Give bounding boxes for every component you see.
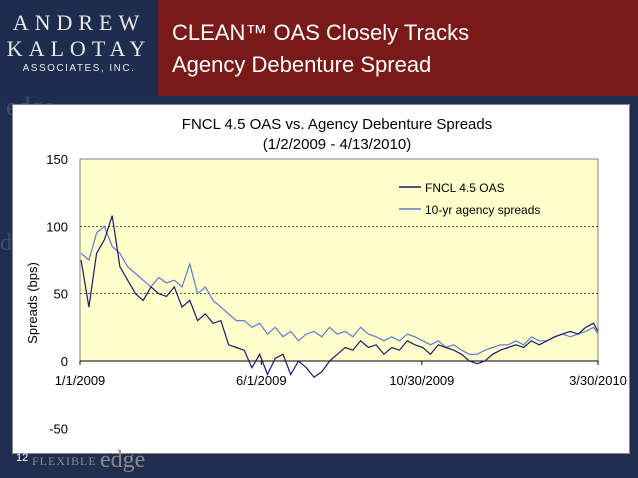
y-tick-label: 100 — [46, 219, 68, 234]
x-tick-label: 3/30/2010 — [569, 373, 627, 388]
y-axis-label: Spreads (bps) — [25, 262, 40, 344]
page-number: 12 — [16, 452, 29, 464]
slide-title-line-2: Agency Debenture Spread — [172, 52, 432, 77]
logo-line-2: KALOTAY — [6, 36, 152, 61]
logo-line-3: ASSOCIATES, INC. — [22, 63, 136, 74]
y-tick-label: 0 — [61, 354, 68, 369]
footer-word: edge — [100, 447, 146, 473]
legend-entry: 10-yr agency spreads — [425, 203, 540, 217]
company-logo: ANDREW KALOTAY ASSOCIATES, INC. — [0, 0, 158, 96]
series-line-agency-spreads — [80, 225, 599, 355]
x-tick-label: 6/1/2009 — [236, 373, 287, 388]
chart-panel: FNCL 4.5 OAS vs. Agency Debenture Spread… — [12, 104, 630, 454]
chart-title: FNCL 4.5 OAS vs. Agency Debenture Spread… — [182, 116, 492, 133]
y-tick-label: 150 — [46, 152, 68, 167]
footer-small-word: FLEXIBLE — [32, 454, 97, 468]
background-word-2: d — [0, 230, 12, 256]
y-tick-label: -50 — [49, 421, 68, 436]
legend-entry: FNCL 4.5 OAS — [425, 181, 505, 195]
chart-svg: FNCL 4.5 OAS vs. Agency Debenture Spread… — [25, 116, 627, 436]
slide-title-line-1: CLEAN™ OAS Closely Tracks — [172, 20, 470, 45]
series-line-fncl-oas — [80, 215, 599, 379]
y-tick-label: 50 — [54, 287, 68, 302]
plot-area — [79, 158, 599, 362]
logo-line-1: ANDREW — [12, 10, 146, 35]
chart-subtitle: (1/2/2009 - 4/13/2010) — [263, 136, 411, 153]
x-tick-label: 10/30/2009 — [389, 373, 454, 388]
x-tick-label: 1/1/2009 — [55, 373, 106, 388]
slide-title-bar: CLEAN™ OAS Closely Tracks Agency Debentu… — [158, 0, 638, 96]
